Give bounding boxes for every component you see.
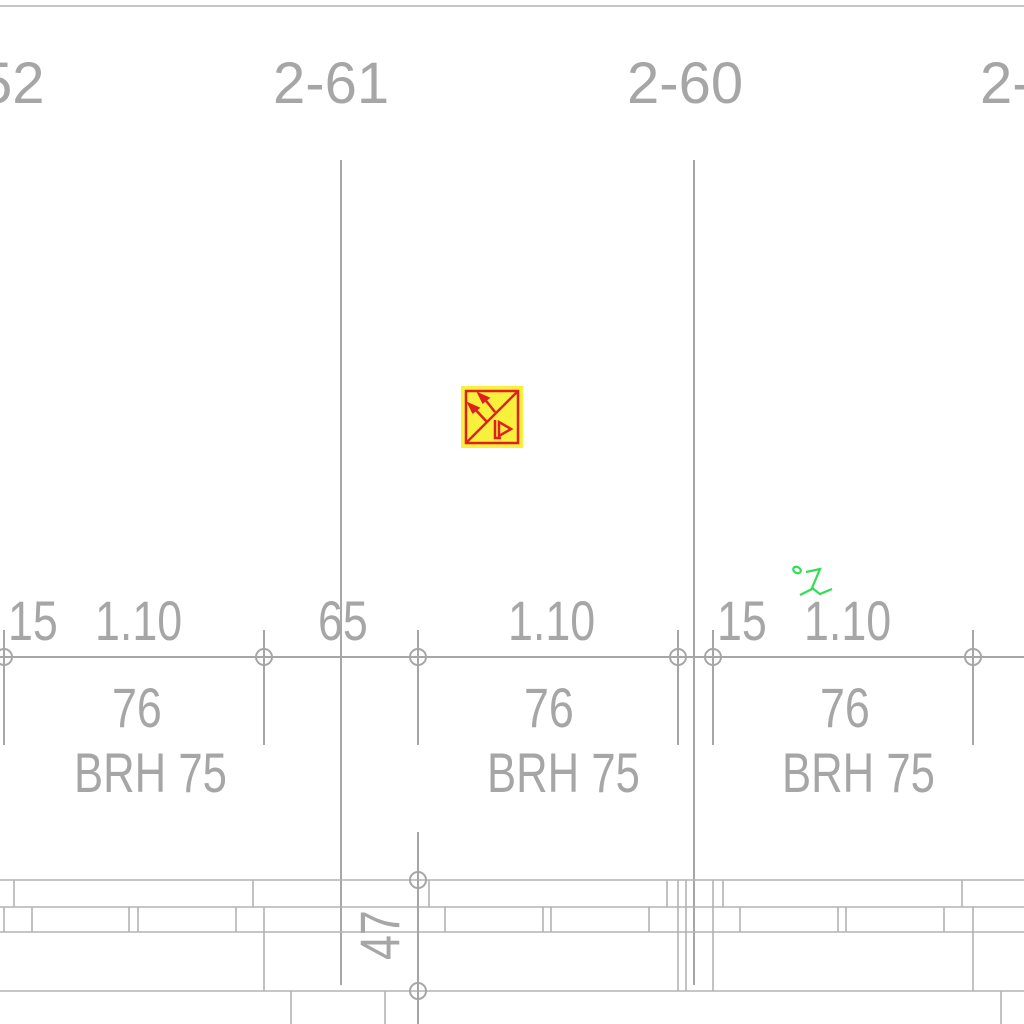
door-label-a: BRH 75	[74, 742, 227, 804]
vertical-dimension-line	[409, 832, 427, 1024]
door-label-c: BRH 75	[782, 742, 935, 804]
door-labels: BRH 75 BRH 75 BRH 75	[74, 742, 935, 804]
dim-110-a: 1.10	[95, 589, 182, 652]
symbol-frame	[464, 389, 520, 445]
dim-65: 65	[318, 589, 368, 652]
speaker-icon	[493, 419, 514, 440]
symbol-diagonal	[465, 390, 519, 444]
walls	[340, 160, 695, 985]
annotation-mark	[792, 565, 833, 596]
door-label-b: BRH 75	[487, 742, 640, 804]
dim-110-c: 1.10	[804, 589, 891, 652]
dimension-line	[0, 630, 1024, 745]
room-label-2-61: 2-61	[273, 51, 389, 116]
dim-47-vertical: 47	[348, 910, 411, 960]
room-label-52: 52	[0, 51, 45, 116]
dim-76-b: 76	[524, 676, 574, 739]
room-label-2-60: 2-60	[627, 51, 743, 116]
dimension-row-1: 15 1.10 65 1.10 15 1.10	[8, 589, 891, 652]
corridor-structure	[0, 879, 1024, 1024]
fire-alarm-symbol[interactable]	[461, 386, 523, 448]
dimension-row-2: 76 76 76	[112, 676, 870, 739]
arrow-icon	[466, 391, 496, 423]
room-labels: 52 2-61 2-60 2-	[0, 51, 1024, 116]
dim-110-b: 1.10	[508, 589, 595, 652]
dim-76-a: 76	[112, 676, 162, 739]
dim-15-a: 15	[8, 589, 58, 652]
dim-15-b: 15	[717, 589, 767, 652]
room-label-partial: 2-	[980, 51, 1024, 116]
dim-76-c: 76	[820, 676, 870, 739]
